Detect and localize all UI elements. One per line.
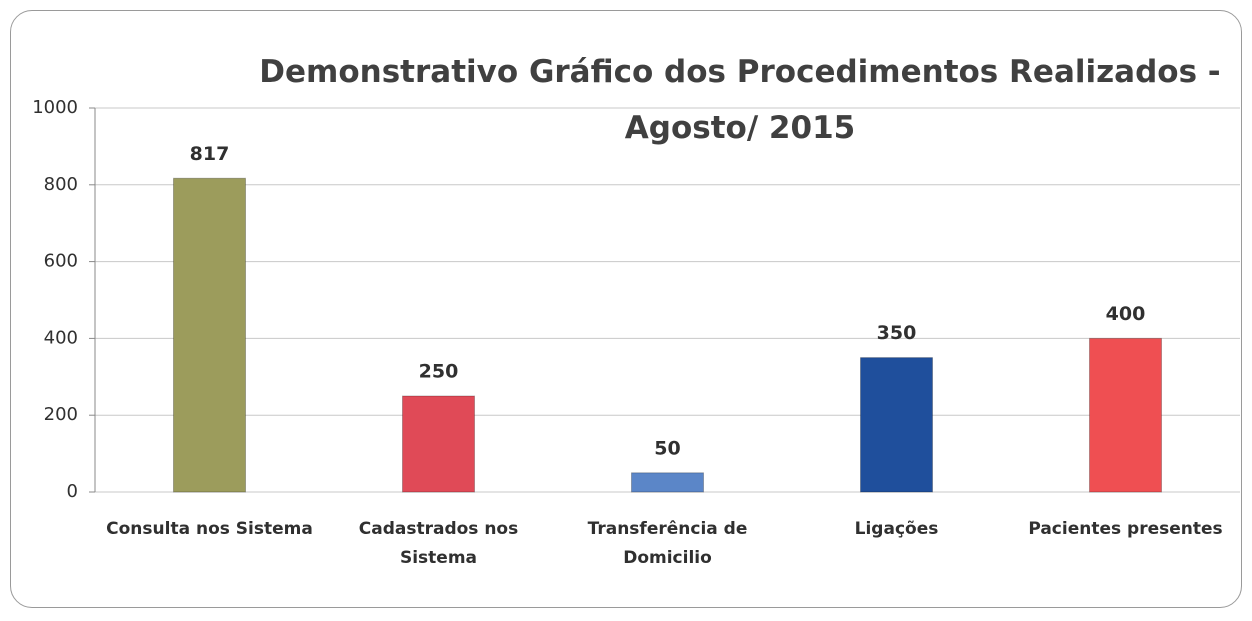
x-tick-label: Consulta nos Sistema [106, 519, 313, 539]
x-tick-label: Cadastrados nos Sistema [358, 519, 519, 568]
bar [631, 472, 704, 493]
data-label: 400 [1106, 303, 1146, 325]
bar [402, 395, 475, 493]
y-tick-label: 800 [44, 174, 78, 195]
data-label: 817 [190, 143, 230, 165]
chart-title: Demonstrativo Gráfico dos Procedimentos … [259, 54, 1221, 146]
y-tick-label: 400 [44, 327, 78, 348]
y-tick-label: 0 [67, 481, 78, 502]
y-tick-label: 600 [44, 251, 78, 272]
x-tick-label: Transferência de Domicilio [587, 519, 748, 568]
y-tick-label: 200 [44, 404, 78, 425]
data-label: 350 [877, 322, 917, 344]
data-label: 250 [419, 361, 459, 383]
x-tick-label: Pacientes presentes [1028, 519, 1223, 539]
bar [1089, 337, 1162, 493]
x-tick-label: Ligações [854, 519, 939, 539]
y-tick-label: 1000 [32, 97, 78, 118]
bar [860, 357, 933, 493]
bar [173, 177, 246, 493]
data-label: 50 [654, 437, 680, 459]
